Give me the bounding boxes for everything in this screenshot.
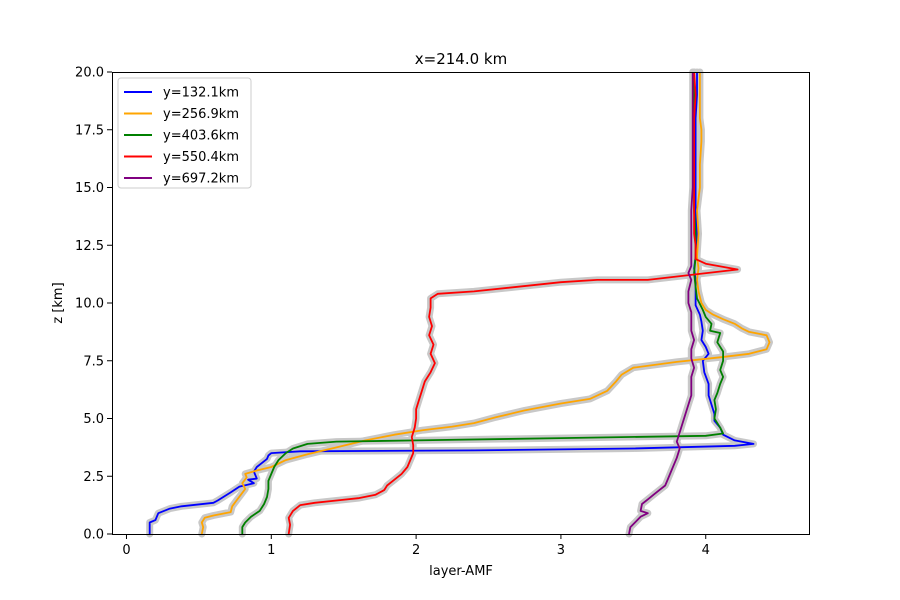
y-tick-label: 12.5 [75, 239, 104, 254]
legend-label: y=132.1km [163, 86, 239, 101]
y-tick-label: 10.0 [75, 297, 104, 312]
x-axis-title: layer-AMF [429, 564, 493, 579]
chart-title: x=214.0 km [415, 50, 507, 68]
x-tick-label: 4 [702, 543, 710, 558]
legend-label: y=403.6km [163, 129, 239, 144]
legend: y=132.1km y=256.9km y=403.6km y=550.4km y=69… [117, 77, 252, 189]
y-tick-label: 15.0 [75, 181, 104, 196]
x-tick-label: 2 [412, 543, 420, 558]
x-axis-ticks: 0 1 2 3 4 [122, 534, 710, 558]
y-tick-label: 17.5 [75, 123, 104, 138]
y-tick-label: 2.5 [83, 470, 104, 485]
series-line [287, 71, 739, 535]
y-tick-label: 20.0 [75, 66, 104, 81]
series-lines [148, 71, 771, 535]
x-tick-label: 3 [557, 543, 565, 558]
y-axis-title: z [km] [51, 282, 66, 323]
legend-label: y=550.4km [163, 150, 239, 165]
x-tick-label: 1 [267, 543, 275, 558]
legend-box [117, 77, 252, 189]
y-tick-label: 7.5 [83, 354, 104, 369]
y-axis-ticks: 0.0 2.5 5.0 7.5 10.0 12.5 15.0 17.5 20.0 [75, 66, 112, 543]
y-tick-label: 0.0 [83, 528, 104, 543]
series-line [628, 72, 695, 535]
plot-area-frame [112, 72, 810, 535]
y-tick-label: 5.0 [83, 412, 104, 427]
x-tick-label: 0 [122, 543, 130, 558]
legend-label: y=256.9km [163, 107, 239, 122]
legend-label: y=697.2km [163, 172, 239, 187]
